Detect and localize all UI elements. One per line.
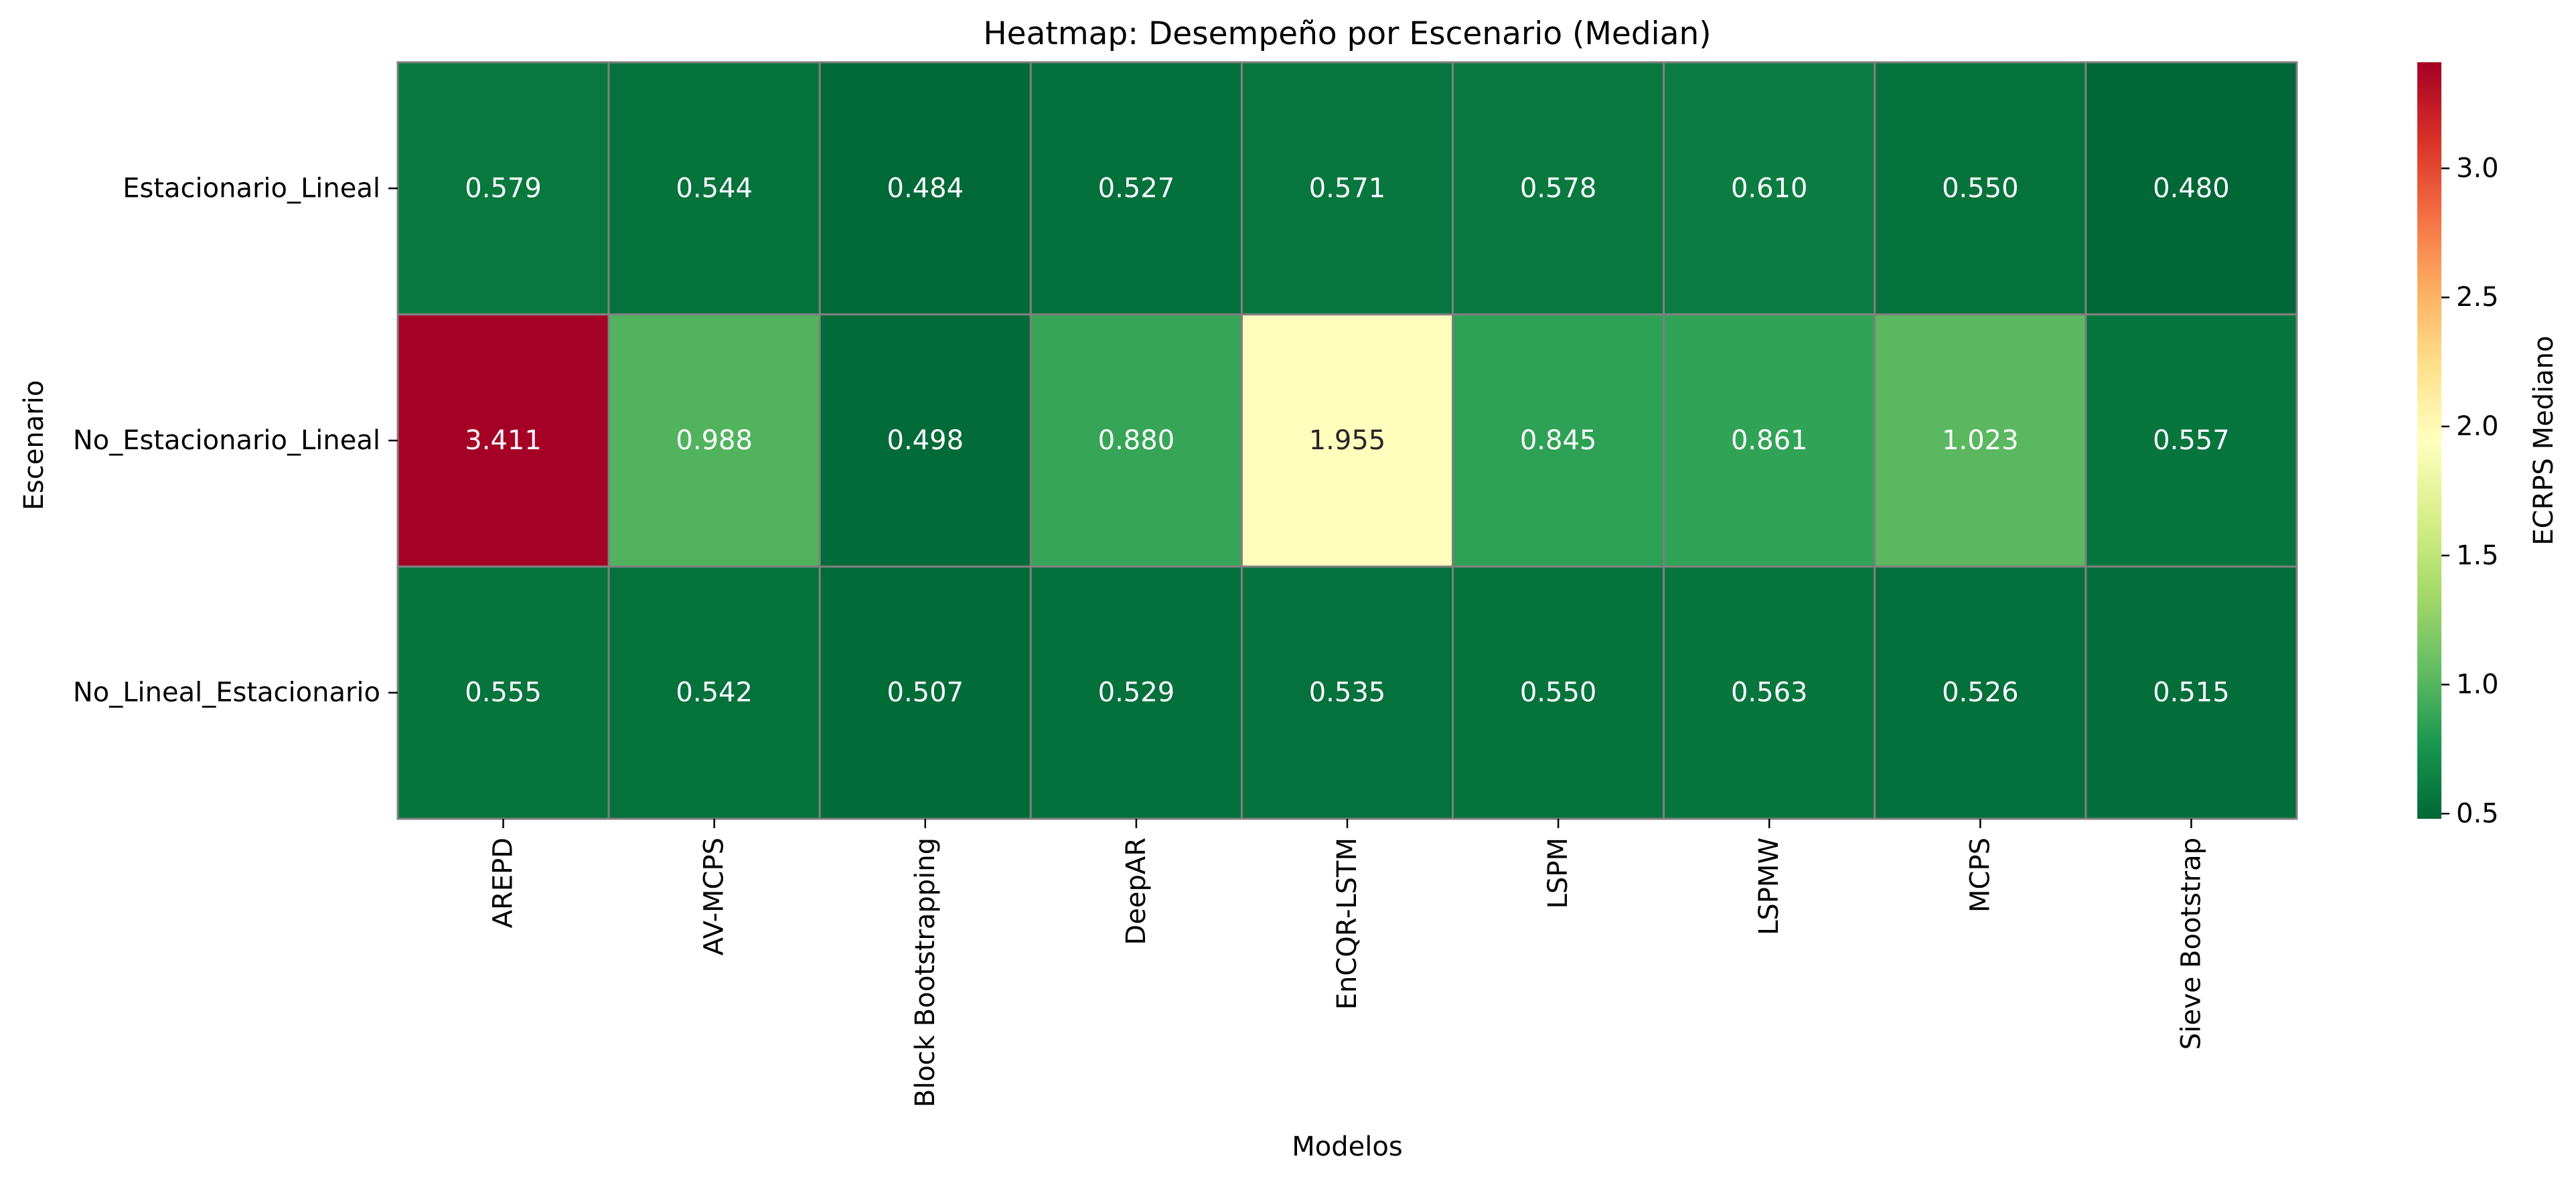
heatmap-cell: [1874, 313, 2087, 568]
colorbar: [2417, 62, 2441, 819]
cell-value-label: 0.861: [1731, 425, 1808, 456]
colorbar-label: ECRPS Mediano: [2528, 335, 2559, 545]
cell-value-label: 0.845: [1520, 425, 1597, 456]
heatmap-cell: [818, 61, 1032, 316]
x-tick-label: DeepAR: [1121, 838, 1152, 945]
x-axis-label: Modelos: [1292, 1131, 1402, 1162]
heatmap-cell: [1452, 313, 1665, 568]
x-tick-label: AREPD: [488, 838, 519, 928]
cell-value-label: 0.498: [887, 425, 964, 456]
cell-value-label: 0.550: [1942, 173, 2019, 204]
cell-value-label: 0.507: [887, 678, 964, 708]
heatmap-cell: [1029, 313, 1243, 568]
colorbar-ticks: 0.5 1.0 1.5 2.0 2.5 3.0: [2441, 153, 2499, 829]
heatmap-cell: [2085, 313, 2298, 568]
cell-value-label: 0.571: [1309, 173, 1386, 204]
heatmap-cell: [1663, 313, 1876, 568]
x-tick-label: LSPM: [1543, 838, 1574, 909]
cell-value-label: 3.411: [465, 425, 542, 456]
y-tick-label: Estacionario_Lineal: [123, 173, 380, 204]
y-axis-label: Escenario: [19, 380, 50, 511]
cell-value-label: 0.988: [676, 425, 753, 456]
heatmap-cell: [818, 313, 1032, 568]
heatmap-cell: [1029, 565, 1243, 820]
cell-value-label: 0.550: [1520, 678, 1597, 708]
cell-value-label: 0.563: [1731, 678, 1808, 708]
cell-value-label: 0.484: [887, 173, 964, 204]
colorbar-tick-label: 1.0: [2456, 670, 2499, 700]
colorbar-tick-label: 0.5: [2456, 798, 2499, 829]
cell-value-label: 0.535: [1309, 678, 1386, 708]
heatmap-cell: [1029, 61, 1243, 316]
cell-value-label: 0.529: [1098, 678, 1175, 708]
colorbar-tick-label: 1.5: [2456, 540, 2499, 571]
cell-value-label: 0.557: [2153, 425, 2230, 456]
heatmap-cell: [1240, 61, 1454, 316]
x-tick-label: MCPS: [1965, 838, 1995, 913]
cell-value-label: 0.515: [2153, 678, 2230, 708]
colorbar-tick-label: 3.0: [2456, 153, 2499, 183]
y-axis-ticks: Estacionario_Lineal No_Estacionario_Linea…: [73, 173, 398, 708]
heatmap-cell: [396, 313, 610, 568]
x-tick-label: AV-MCPS: [699, 838, 730, 955]
cell-value-label: 0.542: [676, 678, 753, 708]
chart-title: Heatmap: Desempeño por Escenario (Median…: [983, 15, 1711, 52]
x-tick-label: LSPMW: [1754, 838, 1785, 935]
cell-value-label: 0.555: [465, 678, 542, 708]
heatmap-cell: [607, 565, 821, 820]
x-tick-label: EnCQR-LSTM: [1332, 838, 1363, 1010]
x-axis-ticks: AREPD AV-MCPS Block Bootstrapping DeepAR EnC…: [488, 819, 2206, 1107]
cell-value-label: 0.880: [1098, 425, 1175, 456]
cell-value-label: 1.955: [1309, 425, 1386, 456]
cell-value-label: 0.544: [676, 173, 753, 204]
heatmap-cell: [1240, 313, 1454, 568]
heatmap-cell: [818, 565, 1032, 820]
cell-value-label: 0.579: [465, 173, 542, 204]
cell-value-label: 0.526: [1942, 678, 2019, 708]
heatmap-cell: [607, 61, 821, 316]
x-tick-label: Block Bootstrapping: [910, 838, 941, 1107]
heatmap-cell: [1240, 565, 1454, 820]
colorbar-tick-label: 2.0: [2456, 411, 2499, 442]
cell-value-label: 1.023: [1942, 425, 2019, 456]
x-tick-label: Sieve Bootstrap: [2176, 838, 2206, 1050]
colorbar-tick-label: 2.5: [2456, 282, 2499, 313]
y-tick-label: No_Lineal_Estacionario: [73, 678, 380, 708]
cell-value-label: 0.527: [1098, 173, 1175, 204]
heatmap-cell: [396, 565, 610, 820]
heatmap-cell: [2085, 565, 2298, 820]
heatmap-cell: [396, 61, 610, 316]
cell-value-label: 0.480: [2153, 173, 2230, 204]
heatmap-cell: [1663, 565, 1876, 820]
heatmap-cell: [1874, 61, 2087, 316]
y-tick-label: No_Estacionario_Lineal: [73, 425, 380, 456]
cell-value-label: 0.610: [1731, 173, 1808, 204]
cell-value-label: 0.578: [1520, 173, 1597, 204]
heatmap-cell: [1452, 61, 1665, 316]
heatmap-cells: 0.579 0.544 0.484 0.527 0.571 0.578 0.610 0.550…: [396, 61, 2298, 820]
